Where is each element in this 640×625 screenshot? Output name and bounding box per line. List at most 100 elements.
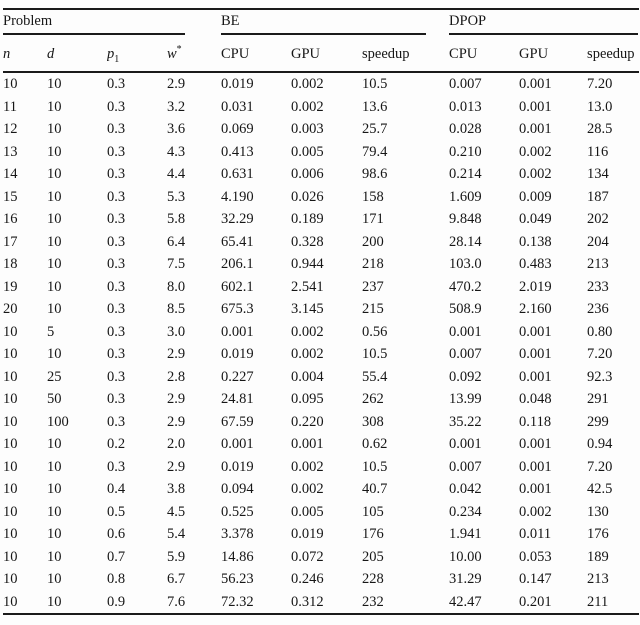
table-cell: 10 xyxy=(47,481,62,497)
table-cell: 0.3 xyxy=(107,413,126,430)
table-cell: 3.0 xyxy=(167,323,186,340)
table-cell: 42.5 xyxy=(587,481,613,497)
table-cell: 25.7 xyxy=(362,121,388,137)
table-cell: 0.049 xyxy=(519,211,552,227)
table-cell: 204 xyxy=(587,233,609,250)
table-cell: 24.81 xyxy=(221,391,254,407)
table-cell: 0.001 xyxy=(519,121,552,137)
table-cell: 2.541 xyxy=(291,278,324,295)
col-header-be-cpu: CPU xyxy=(221,37,292,73)
table-row: 10 10 0.6 5.4 3.378 0.019 176 1.941 0.011 176 xyxy=(3,523,639,546)
table-cell: 215 xyxy=(362,301,384,317)
table-cell: 10 xyxy=(47,503,62,520)
table-cell: 10 xyxy=(47,256,62,272)
group-dpop-rule xyxy=(449,33,639,35)
table-cell: 10 xyxy=(3,458,18,475)
table-cell: 5.8 xyxy=(167,211,186,227)
table-cell: 0.002 xyxy=(291,458,324,475)
table-cell: 0.3 xyxy=(107,98,126,115)
paper-results-table-page: Problem BE DPOP n d p1 w* CPU GPU xyxy=(0,8,640,625)
table-cell: 7.20 xyxy=(587,76,613,92)
table-cell: 8.5 xyxy=(167,301,186,317)
table-cell: 10 xyxy=(3,346,18,362)
table-cell: 10 xyxy=(47,166,62,182)
table-cell: 10 xyxy=(3,481,18,497)
group-be: BE xyxy=(221,9,449,37)
results-table: Problem BE DPOP n d p1 w* CPU GPU xyxy=(3,8,640,615)
col-header-d: d xyxy=(47,37,107,73)
table-cell: 72.32 xyxy=(221,593,254,610)
table-cell: 0.092 xyxy=(449,368,482,385)
col-header-p1: p1 xyxy=(107,37,167,73)
col-header-w-superscript: * xyxy=(176,43,182,55)
col-header-n: n xyxy=(3,37,47,73)
table-cell: 9.848 xyxy=(449,211,482,227)
table-cell: 0.94 xyxy=(587,436,613,452)
table-cell: 10 xyxy=(3,76,18,92)
table-row: 14 10 0.3 4.4 0.631 0.006 98.6 0.214 0.002 134 xyxy=(3,163,639,186)
table-cell: 0.210 xyxy=(449,143,482,160)
table-cell: 187 xyxy=(587,188,609,205)
table-cell: 233 xyxy=(587,278,609,295)
table-cell: 10.00 xyxy=(449,548,482,565)
table-cell: 232 xyxy=(362,593,384,610)
table-cell: 0.007 xyxy=(449,76,482,92)
table-row: 10 10 0.3 2.9 0.019 0.002 10.5 0.007 0.001 7.20 xyxy=(3,343,639,366)
table-cell: 3.2 xyxy=(167,98,186,115)
table-cell: 0.3 xyxy=(107,188,126,205)
table-cell: 10.5 xyxy=(362,458,388,475)
table-cell: 0.3 xyxy=(107,301,126,317)
table-cell: 470.2 xyxy=(449,278,482,295)
table-cell: 17 xyxy=(3,233,18,250)
table-cell: 19 xyxy=(3,278,18,295)
table-cell: 10 xyxy=(3,593,18,610)
table-row: 10 10 0.4 3.8 0.094 0.002 40.7 0.042 0.001 42.5 xyxy=(3,478,639,501)
table-cell: 0.3 xyxy=(107,256,126,272)
table-cell: 100 xyxy=(47,413,69,430)
table-cell: 67.59 xyxy=(221,413,254,430)
table-cell: 2.019 xyxy=(519,278,552,295)
table-cell: 11 xyxy=(3,98,17,115)
table-cell: 4.190 xyxy=(221,188,254,205)
table-cell: 10 xyxy=(47,76,62,92)
table-cell: 0.001 xyxy=(519,98,552,115)
group-dpop-label: DPOP xyxy=(449,13,487,29)
table-cell: 0.138 xyxy=(519,233,552,250)
table-cell: 202 xyxy=(587,211,609,227)
table-cell: 10 xyxy=(3,571,18,587)
table-cell: 213 xyxy=(587,256,609,272)
table-cell: 0.3 xyxy=(107,166,126,182)
group-problem: Problem xyxy=(3,9,221,37)
table-cell: 15 xyxy=(3,188,18,205)
table-cell: 4.5 xyxy=(167,503,186,520)
table-cell: 0.118 xyxy=(519,413,552,430)
table-row: 12 10 0.3 3.6 0.069 0.003 25.7 0.028 0.001 28.5 xyxy=(3,118,639,141)
table-cell: 130 xyxy=(587,503,609,520)
table-cell: 134 xyxy=(587,166,609,182)
table-cell: 0.001 xyxy=(519,481,552,497)
table-cell: 28.14 xyxy=(449,233,482,250)
table-cell: 0.631 xyxy=(221,166,254,182)
table-cell: 3.378 xyxy=(221,526,254,542)
table-cell: 237 xyxy=(362,278,384,295)
table-row: 11 10 0.3 3.2 0.031 0.002 13.6 0.013 0.001 13.0 xyxy=(3,96,639,119)
table-cell: 0.053 xyxy=(519,548,552,565)
table-cell: 5.9 xyxy=(167,548,186,565)
table-row: 10 100 0.3 2.9 67.59 0.220 308 35.22 0.118 299 xyxy=(3,411,639,434)
table-cell: 10 xyxy=(47,188,62,205)
table-cell: 176 xyxy=(587,526,609,542)
table-cell: 0.026 xyxy=(291,188,324,205)
col-header-dpop-speedup: speedup xyxy=(587,37,640,73)
table-cell: 200 xyxy=(362,233,384,250)
table-body: 10 10 0.3 2.9 0.019 0.002 10.5 0.007 0.001 7.20 11… xyxy=(3,72,639,614)
table-cell: 56.23 xyxy=(221,571,254,587)
table-cell: 262 xyxy=(362,391,384,407)
table-cell: 0.220 xyxy=(291,413,324,430)
table-cell: 291 xyxy=(587,391,609,407)
table-cell: 10 xyxy=(3,548,18,565)
table-cell: 0.2 xyxy=(107,436,126,452)
table-cell: 0.042 xyxy=(449,481,482,497)
table-cell: 0.002 xyxy=(519,503,552,520)
table-cell: 7.20 xyxy=(587,458,613,475)
table-row: 10 10 0.8 6.7 56.23 0.246 228 31.29 0.147 213 xyxy=(3,568,639,591)
